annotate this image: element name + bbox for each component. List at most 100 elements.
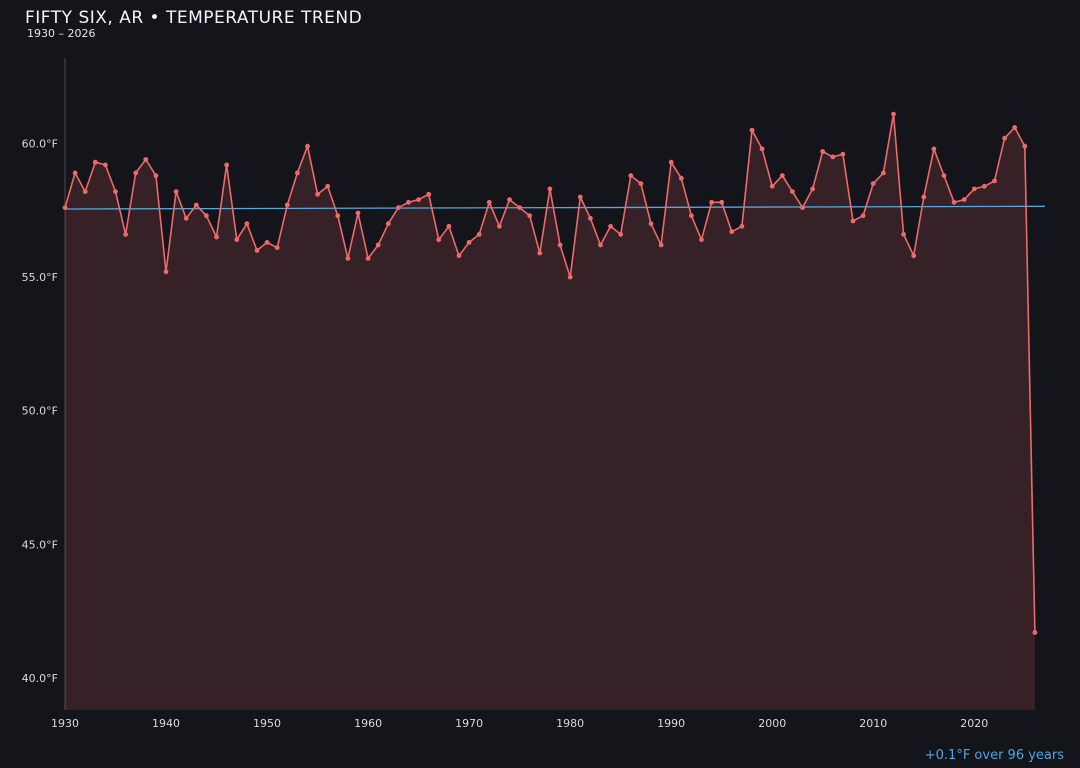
data-point xyxy=(234,237,240,243)
x-tick-label: 1960 xyxy=(354,717,382,730)
data-point xyxy=(72,170,78,176)
data-point xyxy=(982,183,987,189)
data-point xyxy=(628,173,634,179)
data-point xyxy=(860,213,866,219)
x-tick-label: 1930 xyxy=(51,717,79,730)
x-tick-label: 1950 xyxy=(253,717,281,730)
data-point xyxy=(547,186,553,192)
data-point xyxy=(1002,135,1007,141)
data-point xyxy=(476,232,482,237)
data-point xyxy=(466,240,472,245)
data-point xyxy=(375,242,381,248)
data-point xyxy=(941,173,947,179)
data-point xyxy=(608,223,613,229)
data-point xyxy=(1012,125,1018,130)
data-point xyxy=(224,162,230,168)
data-point xyxy=(153,173,159,179)
data-point xyxy=(840,151,846,157)
trend-summary-label: +0.1°F over 96 years xyxy=(924,748,1064,763)
y-tick-label: 45.0°F xyxy=(22,538,58,551)
data-point xyxy=(850,218,856,224)
data-point xyxy=(931,146,937,152)
data-point xyxy=(365,256,371,261)
data-point xyxy=(143,157,149,162)
data-point xyxy=(921,194,927,200)
data-point xyxy=(638,181,644,187)
data-point xyxy=(103,162,108,168)
data-point xyxy=(254,248,260,253)
data-point xyxy=(517,205,522,211)
data-point xyxy=(416,197,421,203)
data-point xyxy=(497,223,502,229)
y-tick-label: 40.0°F xyxy=(22,672,58,685)
data-point xyxy=(113,189,118,195)
data-point xyxy=(709,199,714,205)
data-point xyxy=(507,197,512,203)
data-point xyxy=(658,242,664,248)
x-tick-label: 2000 xyxy=(758,717,786,730)
data-point xyxy=(385,221,391,227)
data-point xyxy=(820,149,826,154)
data-point xyxy=(436,237,442,243)
data-point xyxy=(406,199,411,205)
data-point xyxy=(527,213,533,219)
data-point xyxy=(689,213,694,219)
data-point xyxy=(295,170,300,176)
data-point xyxy=(779,173,785,179)
data-point xyxy=(315,191,320,197)
data-point xyxy=(264,240,270,245)
data-point xyxy=(335,213,341,219)
data-point xyxy=(951,199,957,205)
data-point xyxy=(769,183,775,189)
chart-title: FIFTY SIX, AR • TEMPERATURE TREND xyxy=(25,8,363,28)
data-point xyxy=(1022,143,1028,149)
x-tick-label: 1980 xyxy=(556,717,584,730)
data-point xyxy=(173,189,179,195)
data-point xyxy=(537,250,543,256)
data-point xyxy=(456,253,462,259)
x-tick-label: 2010 xyxy=(859,717,887,730)
data-point xyxy=(345,256,351,261)
data-point xyxy=(749,127,755,133)
data-point xyxy=(92,159,98,165)
data-point xyxy=(577,194,583,200)
data-point xyxy=(193,202,199,208)
data-point xyxy=(699,237,704,243)
data-point xyxy=(739,223,745,229)
data-point xyxy=(284,202,290,208)
data-point xyxy=(719,199,725,205)
data-point xyxy=(426,191,432,197)
temperature-area-fill xyxy=(65,114,1035,711)
data-point xyxy=(901,232,906,237)
data-point xyxy=(800,205,805,211)
data-point xyxy=(163,269,169,275)
data-point xyxy=(183,215,189,221)
data-point xyxy=(244,221,250,227)
data-point xyxy=(133,170,139,176)
data-point xyxy=(911,253,917,259)
data-point xyxy=(62,205,68,211)
data-point xyxy=(305,143,310,149)
data-point xyxy=(759,146,765,152)
data-point xyxy=(870,181,876,187)
data-point xyxy=(971,186,977,192)
data-point xyxy=(648,221,654,227)
data-point xyxy=(123,232,128,237)
data-point xyxy=(82,189,88,195)
data-point xyxy=(396,205,401,211)
y-tick-label: 60.0°F xyxy=(22,138,58,151)
data-point xyxy=(355,210,361,216)
data-point xyxy=(891,111,896,117)
data-point xyxy=(557,242,563,248)
data-point xyxy=(668,159,674,165)
x-tick-label: 1970 xyxy=(455,717,483,730)
data-point xyxy=(810,186,815,192)
x-tick-label: 1990 xyxy=(657,717,685,730)
data-point xyxy=(598,242,603,248)
data-point xyxy=(992,178,997,184)
data-point xyxy=(204,213,209,219)
data-point xyxy=(830,154,836,160)
data-point xyxy=(214,234,219,240)
